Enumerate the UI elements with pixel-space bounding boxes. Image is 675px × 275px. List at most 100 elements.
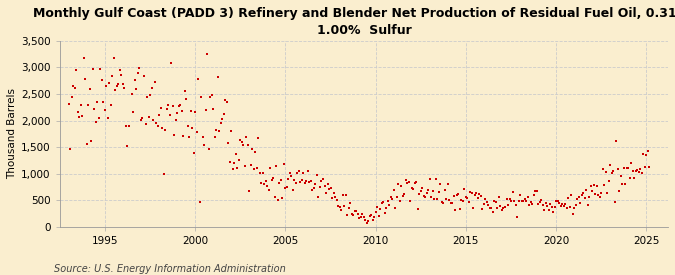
Point [163,103,173,107]
Point [641,153,652,157]
Point [286,174,297,178]
Point [433,190,444,195]
Point [122,144,133,148]
Point [393,181,404,186]
Point [602,191,613,195]
Point [446,200,456,205]
Point [552,199,563,203]
Point [643,149,653,154]
Point [97,78,107,82]
Point [95,66,106,71]
Point [557,202,568,206]
Point [628,169,639,173]
Point [567,212,578,216]
Point [569,206,580,210]
Point [70,86,80,90]
Point [104,81,115,85]
Point [165,61,176,65]
Point [418,194,429,199]
Point [522,195,533,199]
Point [158,171,169,176]
Point [405,199,416,203]
Point [283,177,294,182]
Point [415,189,426,193]
Point [411,179,422,184]
Point [531,189,542,193]
Point [197,134,208,139]
Point [441,197,452,202]
Point [170,118,181,122]
Point [80,77,90,81]
Point [492,206,503,211]
Point [458,199,468,203]
Point [616,173,626,178]
Point [475,193,486,198]
Point [86,138,97,143]
Point [198,142,209,147]
Point [599,182,610,187]
Point [629,176,640,181]
Point [205,95,215,100]
Point [267,177,277,182]
Point [310,181,321,186]
Point [88,67,99,71]
Point [453,192,464,196]
Point [542,204,553,208]
Point [533,202,543,206]
Point [227,166,238,171]
Point [614,189,625,193]
Point [167,104,178,108]
Point [364,214,375,218]
Point [596,191,607,195]
Point [450,208,461,213]
Point [583,203,593,207]
Point [412,207,423,211]
Point [322,182,333,186]
Point [101,84,112,88]
Point [558,204,569,208]
Point [263,188,274,192]
Point [525,199,536,204]
Point [109,56,119,60]
Point [534,200,545,204]
Point [507,190,518,195]
Point [589,183,599,188]
Point [130,78,140,82]
Point [497,208,508,212]
Point [77,114,88,118]
Point [105,103,116,107]
Point [356,212,367,216]
Point [543,208,554,213]
Point [335,208,346,213]
Point [169,133,180,137]
Point [465,189,476,194]
Point [280,185,291,190]
Point [76,102,86,107]
Point [307,188,318,192]
Point [580,188,591,192]
Point [500,204,510,209]
Point [268,175,279,180]
Point [218,111,229,116]
Point [211,127,221,132]
Point [509,199,520,203]
Point [290,181,301,185]
Point [638,152,649,156]
Point [566,193,576,197]
Point [367,218,378,222]
Point [171,111,182,115]
Point [99,108,110,112]
Point [164,112,175,117]
Point [301,179,312,183]
Point [354,215,364,220]
Point [271,164,281,168]
Point [503,203,514,207]
Point [277,196,288,200]
Point [474,192,485,196]
Point [107,73,118,78]
Point [498,206,509,210]
Point [281,185,292,189]
Point [116,73,127,77]
Point [612,167,623,172]
Point [549,205,560,209]
